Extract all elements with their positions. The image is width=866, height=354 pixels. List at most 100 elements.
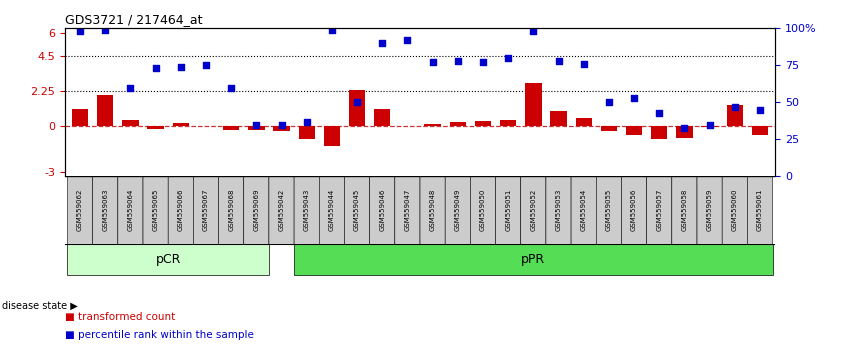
FancyBboxPatch shape (747, 176, 772, 245)
Bar (223, 126, 239, 130)
FancyBboxPatch shape (597, 176, 622, 245)
Text: GSM559057: GSM559057 (656, 189, 662, 231)
Point (149, 65, 163, 71)
FancyBboxPatch shape (470, 176, 495, 245)
FancyBboxPatch shape (68, 176, 93, 245)
Point (727, 104, 741, 110)
Point (627, 95, 641, 101)
Bar (424, 124, 441, 126)
Point (451, 58, 465, 64)
Bar (727, 105, 743, 126)
Bar (500, 120, 516, 126)
Text: GSM559069: GSM559069 (254, 189, 259, 232)
Bar (475, 121, 491, 126)
FancyBboxPatch shape (445, 176, 470, 245)
Bar (72, 109, 88, 126)
Text: GSM559048: GSM559048 (430, 189, 436, 231)
Point (400, 37, 414, 43)
FancyBboxPatch shape (294, 245, 772, 275)
Bar (274, 126, 290, 131)
Bar (97, 95, 113, 126)
Point (224, 85, 238, 90)
Point (350, 99, 364, 105)
Point (124, 85, 138, 90)
Text: GSM559056: GSM559056 (631, 189, 637, 231)
FancyBboxPatch shape (672, 176, 697, 245)
Text: GSM559063: GSM559063 (102, 189, 108, 232)
FancyBboxPatch shape (697, 176, 722, 245)
FancyBboxPatch shape (168, 176, 193, 245)
Point (300, 119, 313, 125)
Point (199, 63, 213, 68)
Bar (626, 126, 643, 135)
Point (325, 27, 339, 33)
Bar (601, 126, 617, 131)
FancyBboxPatch shape (622, 176, 647, 245)
Text: GSM559045: GSM559045 (354, 189, 360, 231)
Bar (576, 118, 591, 126)
FancyBboxPatch shape (395, 176, 420, 245)
Text: GSM559062: GSM559062 (77, 189, 83, 231)
Text: GSM559049: GSM559049 (455, 189, 461, 231)
FancyBboxPatch shape (218, 176, 243, 245)
Bar (651, 126, 668, 139)
Bar (172, 123, 189, 126)
Text: ■ percentile rank within the sample: ■ percentile rank within the sample (65, 330, 254, 340)
Bar (249, 126, 264, 130)
Text: GSM559058: GSM559058 (682, 189, 688, 231)
FancyBboxPatch shape (722, 176, 747, 245)
Text: GSM559047: GSM559047 (404, 189, 410, 231)
Point (501, 55, 515, 61)
Text: GSM559051: GSM559051 (505, 189, 511, 231)
Bar (676, 126, 693, 138)
Bar (374, 109, 391, 126)
Point (652, 110, 666, 116)
FancyBboxPatch shape (571, 176, 597, 245)
Point (99, 27, 113, 33)
Bar (449, 122, 466, 126)
Text: GSM559043: GSM559043 (304, 189, 310, 231)
Point (426, 59, 440, 65)
FancyBboxPatch shape (93, 176, 118, 245)
Point (552, 58, 565, 64)
Text: GSM559053: GSM559053 (555, 189, 561, 231)
FancyBboxPatch shape (269, 176, 294, 245)
Text: GDS3721 / 217464_at: GDS3721 / 217464_at (65, 13, 203, 26)
FancyBboxPatch shape (143, 176, 168, 245)
FancyBboxPatch shape (420, 176, 445, 245)
Point (527, 28, 540, 34)
FancyBboxPatch shape (495, 176, 520, 245)
Bar (147, 126, 164, 130)
Text: GSM559065: GSM559065 (152, 189, 158, 231)
Point (577, 61, 591, 67)
Text: GSM559066: GSM559066 (178, 189, 184, 232)
FancyBboxPatch shape (520, 176, 546, 245)
Text: GSM559054: GSM559054 (581, 189, 586, 231)
Bar (299, 126, 315, 139)
Text: pCR: pCR (156, 253, 181, 267)
Text: GSM559055: GSM559055 (606, 189, 612, 231)
Point (476, 59, 490, 65)
Text: pPR: pPR (521, 253, 546, 267)
Text: GSM559068: GSM559068 (228, 189, 234, 232)
Text: disease state ▶: disease state ▶ (2, 301, 77, 311)
Point (753, 107, 767, 113)
Text: ■ transformed count: ■ transformed count (65, 312, 175, 322)
Text: GSM559042: GSM559042 (279, 189, 285, 231)
Text: GSM559052: GSM559052 (530, 189, 536, 231)
FancyBboxPatch shape (68, 245, 269, 275)
FancyBboxPatch shape (647, 176, 672, 245)
FancyBboxPatch shape (118, 176, 143, 245)
Bar (349, 90, 365, 126)
Point (677, 125, 691, 130)
Bar (550, 111, 566, 126)
FancyBboxPatch shape (243, 176, 269, 245)
Point (275, 122, 288, 127)
Point (249, 122, 263, 127)
Point (602, 99, 616, 105)
Bar (525, 83, 541, 126)
Text: GSM559067: GSM559067 (203, 189, 209, 232)
Text: GSM559060: GSM559060 (732, 189, 738, 232)
Bar (324, 126, 340, 146)
FancyBboxPatch shape (345, 176, 370, 245)
